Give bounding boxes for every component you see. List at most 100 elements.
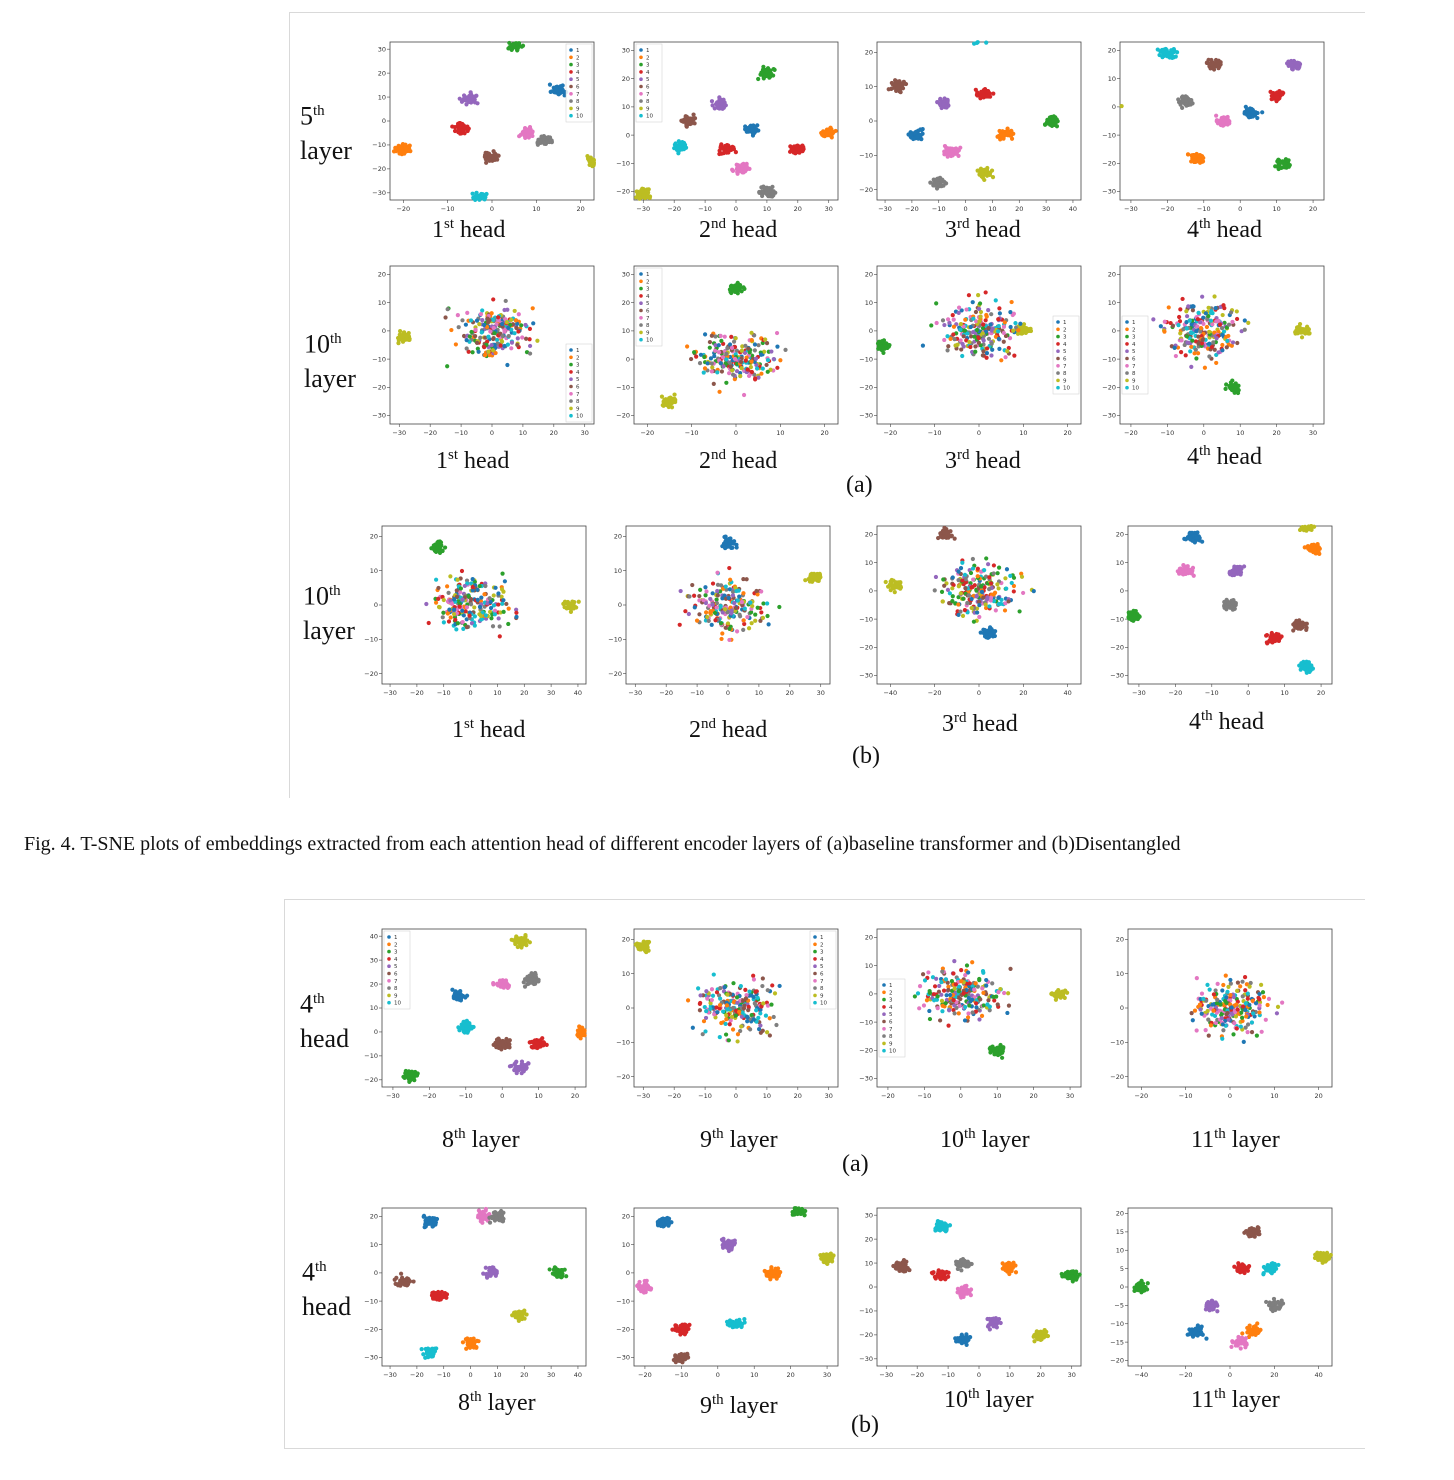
data-point xyxy=(1264,632,1270,638)
figure-5-frame xyxy=(284,899,1365,1449)
legend-label: 5 xyxy=(646,77,650,83)
data-point xyxy=(634,189,639,194)
data-point xyxy=(1289,63,1294,68)
data-point xyxy=(492,342,497,347)
data-point xyxy=(509,346,514,351)
y-tick-label: 0 xyxy=(1112,103,1116,111)
data-point xyxy=(486,349,491,354)
x-tick-label: 0 xyxy=(734,205,738,213)
data-point xyxy=(477,612,482,617)
data-point xyxy=(988,581,994,586)
x-tick-label: −20 xyxy=(1160,205,1174,213)
data-point xyxy=(527,125,533,130)
data-point xyxy=(951,582,956,588)
data-point xyxy=(984,597,990,602)
data-point xyxy=(1022,328,1028,333)
legend-label: 7 xyxy=(1063,364,1067,370)
data-point xyxy=(708,596,713,602)
data-point xyxy=(704,589,709,594)
data-point xyxy=(1176,323,1181,328)
legend-label: 3 xyxy=(576,363,580,369)
data-point xyxy=(1005,349,1010,354)
data-point xyxy=(435,546,441,551)
data-point xyxy=(984,172,989,177)
data-point xyxy=(977,319,982,324)
data-point xyxy=(487,596,492,601)
data-point xyxy=(993,334,999,339)
data-point xyxy=(436,604,442,610)
data-point xyxy=(1181,327,1186,332)
data-point xyxy=(1019,574,1025,579)
x-tick-label: −30 xyxy=(628,689,642,697)
data-point xyxy=(707,345,712,350)
data-point xyxy=(1009,580,1014,586)
x-tick-label: 10 xyxy=(532,205,540,213)
x-tick-label: −20 xyxy=(883,429,897,437)
data-point xyxy=(813,576,818,582)
data-point xyxy=(446,619,452,624)
data-point xyxy=(996,317,1001,322)
data-point xyxy=(470,584,475,590)
data-point xyxy=(734,629,740,634)
data-point xyxy=(765,613,770,619)
data-point xyxy=(967,339,972,345)
data-point xyxy=(933,574,939,580)
data-point xyxy=(958,322,963,327)
data-point xyxy=(1177,314,1182,320)
data-point xyxy=(983,605,989,611)
x-tick-label: 0 xyxy=(1238,205,1242,213)
data-point xyxy=(1031,588,1036,594)
x-tick-label: 0 xyxy=(734,429,738,437)
data-point xyxy=(971,577,976,582)
data-point xyxy=(1184,314,1190,319)
data-point xyxy=(809,574,814,579)
legend-label: 1 xyxy=(576,348,580,354)
data-point xyxy=(668,395,673,400)
row-label-word: layer xyxy=(304,363,356,393)
legend-label: 5 xyxy=(1132,349,1136,355)
data-point xyxy=(1282,161,1287,166)
data-point xyxy=(1198,326,1204,331)
data-point xyxy=(1299,664,1304,669)
data-point xyxy=(961,596,966,601)
data-point xyxy=(489,154,495,159)
data-point xyxy=(505,362,510,368)
data-point xyxy=(509,317,514,322)
data-point xyxy=(1151,317,1156,322)
data-point xyxy=(774,330,780,336)
data-point xyxy=(1207,329,1212,334)
data-point xyxy=(1190,565,1196,570)
y-tick-label: 10 xyxy=(1116,559,1124,567)
legend-marker xyxy=(569,70,573,74)
data-point xyxy=(750,603,755,609)
y-tick-label: 10 xyxy=(865,83,873,91)
data-point xyxy=(1181,572,1186,577)
data-point xyxy=(934,301,939,306)
caption-num: 2 xyxy=(699,448,711,474)
data-point xyxy=(800,143,805,148)
data-point xyxy=(1230,600,1235,606)
data-point xyxy=(788,144,793,149)
data-point xyxy=(953,343,958,348)
x-tick-label: −20 xyxy=(659,689,673,697)
data-point xyxy=(973,349,978,354)
y-tick-label: −30 xyxy=(859,412,873,420)
data-point xyxy=(766,622,771,627)
caption-word: head xyxy=(722,717,768,743)
data-point xyxy=(989,353,994,358)
data-point xyxy=(986,336,992,341)
data-point xyxy=(989,312,994,317)
data-point xyxy=(739,348,744,353)
x-tick-label: 30 xyxy=(581,429,589,437)
caption-sup: rd xyxy=(957,216,970,232)
data-point xyxy=(970,556,975,562)
data-point xyxy=(974,606,980,611)
data-point xyxy=(993,298,998,303)
legend-marker xyxy=(639,99,643,103)
data-point xyxy=(1224,345,1229,350)
scatter-plot: −30 −20 −10 0 10 20 −30 −20 −10 0 10 20 xyxy=(1098,38,1330,218)
data-point xyxy=(514,607,519,612)
data-point xyxy=(466,593,471,599)
data-point xyxy=(752,342,758,347)
